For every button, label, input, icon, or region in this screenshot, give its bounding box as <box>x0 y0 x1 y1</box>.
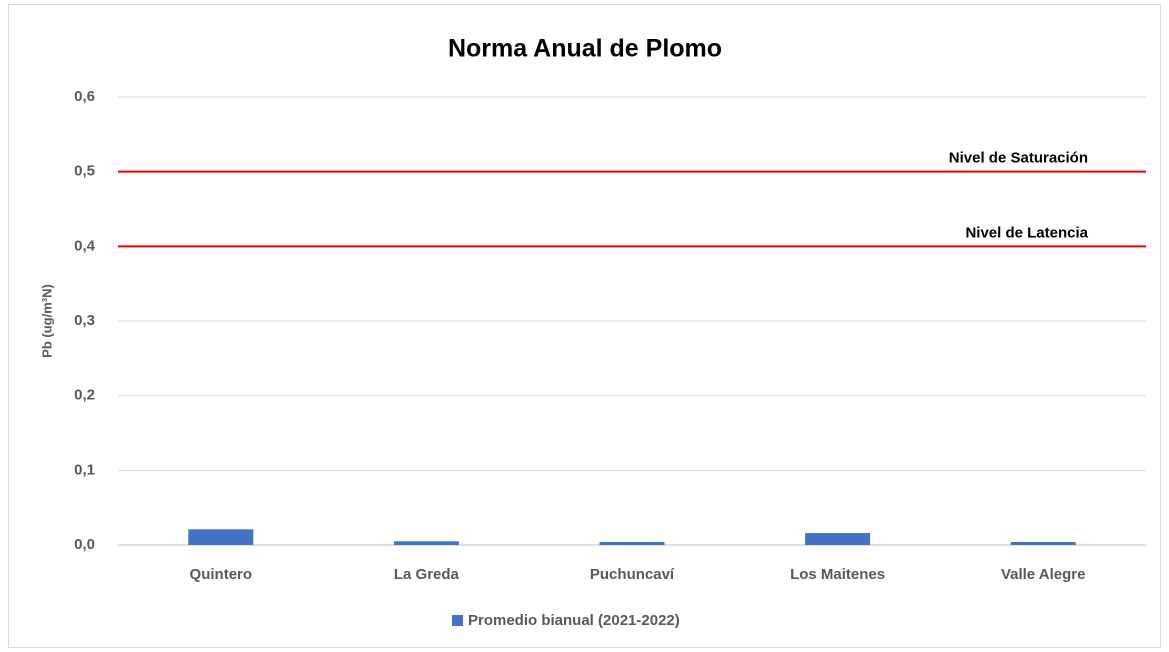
x-tick-label: Valle Alegre <box>1001 566 1086 583</box>
legend-swatch <box>452 615 463 626</box>
reference-label: Nivel de Latencia <box>965 224 1088 241</box>
bar <box>1010 542 1076 545</box>
reference-label: Nivel de Saturación <box>949 150 1088 167</box>
bar <box>393 541 459 545</box>
x-tick-label: Puchuncaví <box>590 566 675 583</box>
y-axis-label: Pb (ug/m³N) <box>39 284 54 358</box>
y-tick-label: 0,0 <box>74 536 95 553</box>
chart-title: Norma Anual de Plomo <box>448 35 722 63</box>
chart-border <box>8 4 1161 648</box>
y-tick-label: 0,1 <box>74 461 95 478</box>
bar <box>599 542 665 545</box>
bar <box>805 533 871 545</box>
y-tick-label: 0,2 <box>74 387 95 404</box>
y-tick-label: 0,6 <box>74 88 95 105</box>
bar <box>188 529 254 545</box>
y-tick-label: 0,3 <box>74 312 95 329</box>
y-tick-label: 0,4 <box>74 237 96 254</box>
x-tick-label: Los Maitenes <box>790 566 885 583</box>
legend-label: Promedio bianual (2021-2022) <box>468 612 680 629</box>
y-tick-label: 0,5 <box>74 163 95 180</box>
x-tick-label: Quintero <box>190 566 253 583</box>
x-tick-label: La Greda <box>394 566 460 583</box>
